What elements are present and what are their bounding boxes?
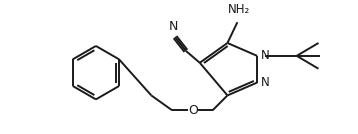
Text: N: N [261, 49, 270, 62]
Text: N: N [261, 76, 270, 89]
Text: N: N [168, 20, 178, 33]
Text: NH₂: NH₂ [228, 3, 251, 16]
Text: O: O [188, 104, 198, 117]
